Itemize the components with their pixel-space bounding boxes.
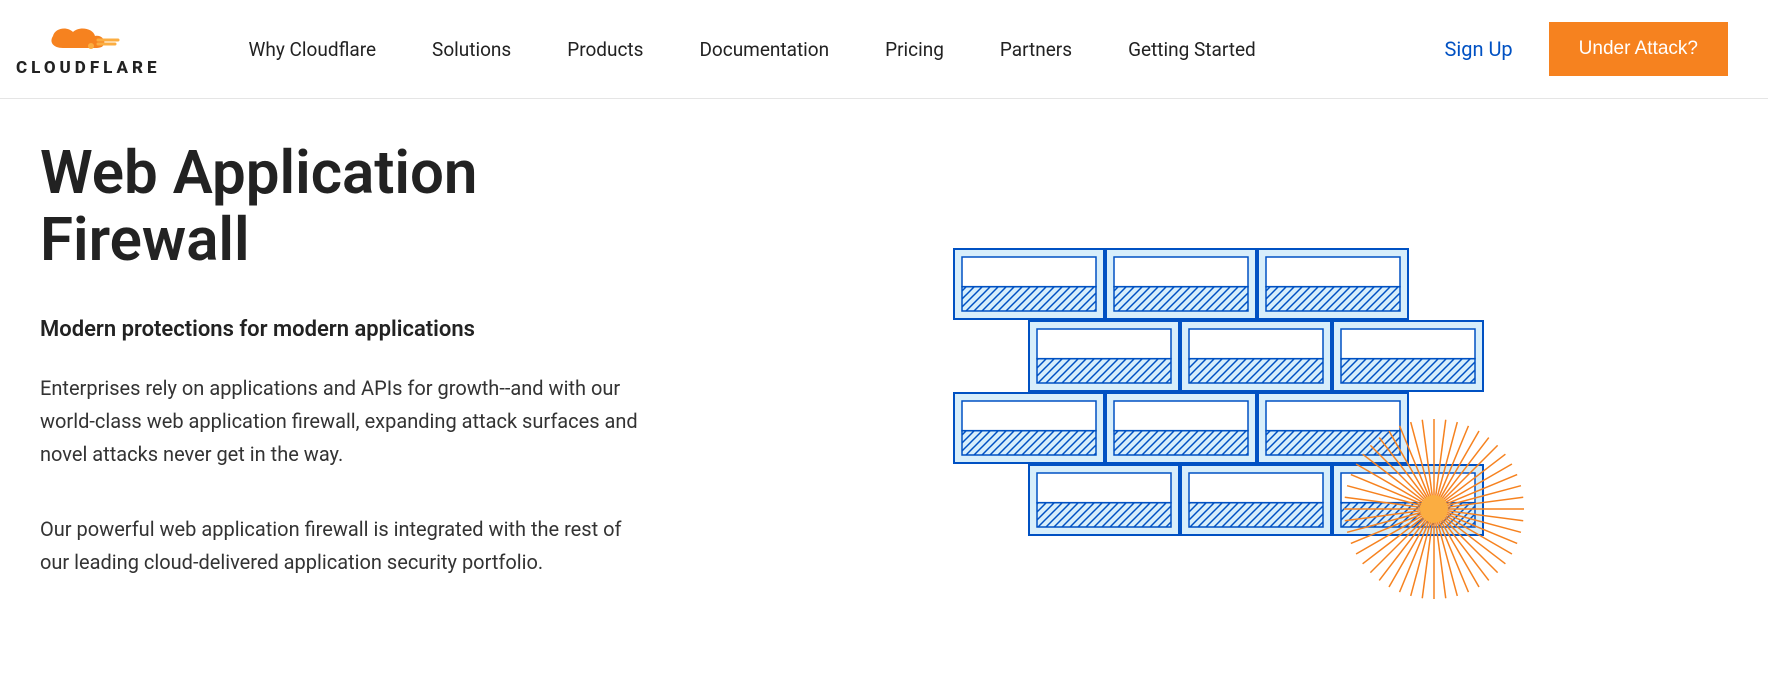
- nav-partners[interactable]: Partners: [1000, 38, 1072, 61]
- logo-text: CLOUDFLARE: [16, 58, 161, 78]
- nav-pricing[interactable]: Pricing: [885, 38, 944, 61]
- signup-link[interactable]: Sign Up: [1444, 37, 1512, 61]
- top-nav: CLOUDFLARE Why Cloudflare Solutions Prod…: [0, 0, 1768, 99]
- nav-why[interactable]: Why Cloudflare: [249, 38, 377, 61]
- firewall-illustration-icon: [934, 239, 1554, 639]
- hero-copy: Web Application Firewall Modern protecti…: [40, 139, 680, 639]
- nav-right: Sign Up Under Attack?: [1444, 22, 1728, 76]
- hero-paragraph-2: Our powerful web application firewall is…: [40, 513, 640, 579]
- nav-documentation[interactable]: Documentation: [699, 38, 829, 61]
- nav-products[interactable]: Products: [567, 38, 643, 61]
- main-nav: Why Cloudflare Solutions Products Docume…: [249, 38, 1256, 61]
- nav-getting-started[interactable]: Getting Started: [1128, 38, 1256, 61]
- hero-section: Web Application Firewall Modern protecti…: [0, 99, 1768, 679]
- nav-solutions[interactable]: Solutions: [432, 38, 511, 61]
- hero-subtitle: Modern protections for modern applicatio…: [40, 317, 680, 342]
- hero-paragraph-1: Enterprises rely on applications and API…: [40, 372, 640, 471]
- hero-illustration: [760, 139, 1728, 639]
- under-attack-button[interactable]: Under Attack?: [1549, 22, 1728, 76]
- page-title: Web Application Firewall: [40, 139, 680, 273]
- cloud-logo-icon: [43, 20, 133, 56]
- logo[interactable]: CLOUDFLARE: [16, 20, 161, 78]
